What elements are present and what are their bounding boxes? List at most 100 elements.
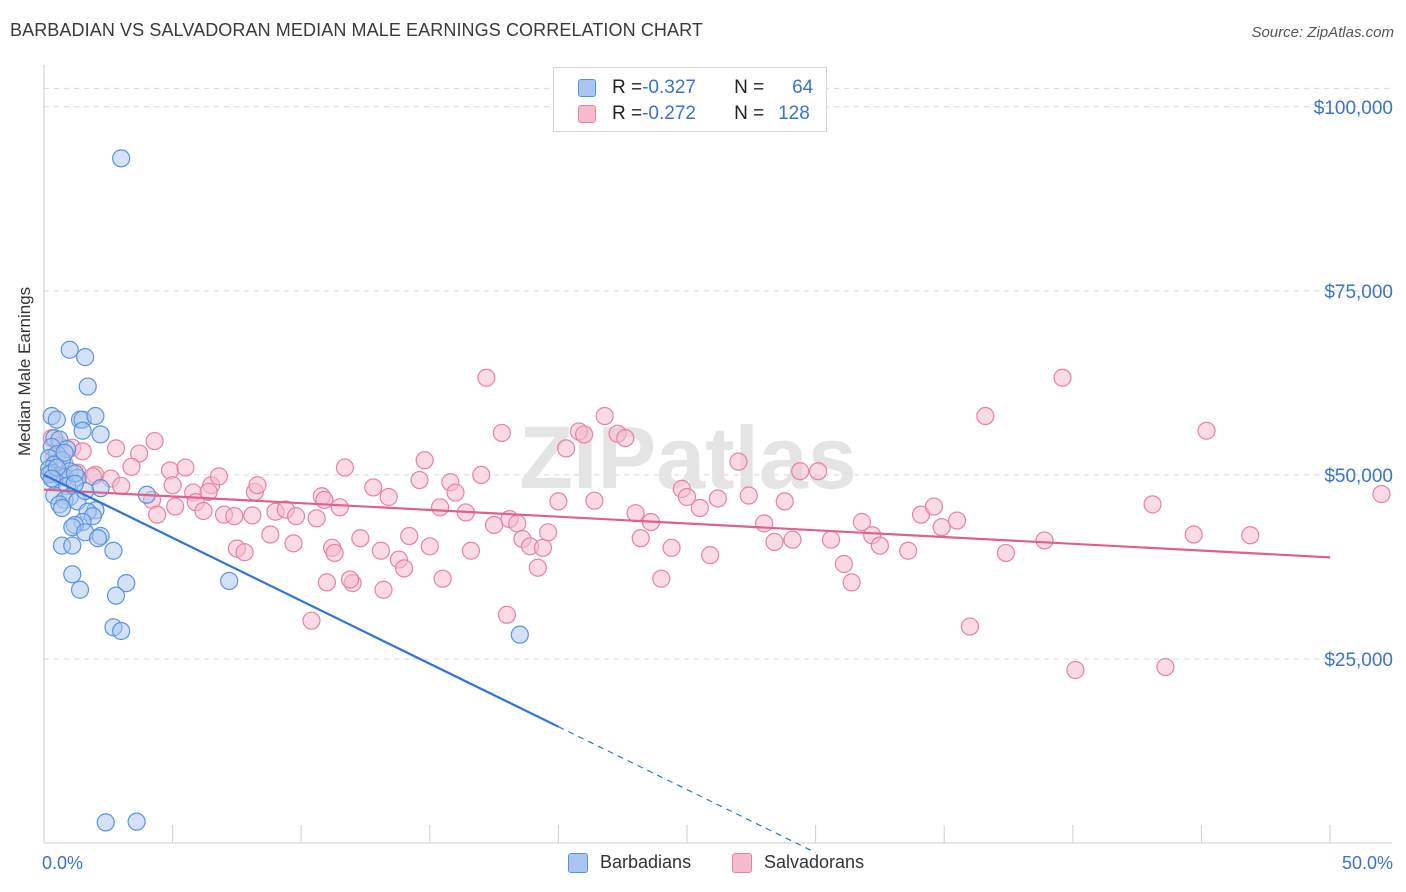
y-tick-label: $100,000 <box>1314 98 1393 119</box>
salvadoran-point <box>575 425 594 444</box>
salvadoran-point <box>420 537 439 556</box>
salvadoran-point <box>112 476 131 496</box>
salvadoran-point <box>1372 484 1391 504</box>
salvadoran-point <box>508 514 527 533</box>
salvadoran-point <box>1156 657 1175 677</box>
salvadoran-point <box>317 573 337 592</box>
salvadoran-point <box>1197 421 1216 440</box>
barbadian-point <box>112 621 131 641</box>
barbadian-point <box>86 406 105 426</box>
salvadoran-point <box>394 559 414 578</box>
salvadoran-point <box>834 554 853 574</box>
salvadoran-point <box>1066 660 1085 680</box>
salvadoran-point <box>340 570 360 589</box>
salvadoran-point <box>194 501 213 521</box>
salvadoran-point <box>595 406 614 426</box>
barbadian-point <box>63 565 82 584</box>
barbadian-point <box>63 536 82 555</box>
salvadoran-point <box>261 525 280 544</box>
salvadoran-point <box>729 452 748 471</box>
salvadoran-point <box>765 532 784 551</box>
legend-r-value: -0.327 <box>642 77 696 98</box>
salvadoran-point <box>485 515 504 535</box>
chart-title: BARBADIAN VS SALVADORAN MEDIAN MALE EARN… <box>10 20 704 40</box>
legend-swatch-blue <box>578 79 596 97</box>
salvadoran-point <box>783 530 802 549</box>
salvadoran-point <box>302 611 321 630</box>
legend-swatch-pink <box>578 105 596 123</box>
salvadoran-point <box>330 498 349 517</box>
salvadoran-point <box>284 534 303 553</box>
salvadoran-point <box>662 538 681 557</box>
barbadian-point <box>76 348 95 367</box>
y-axis-label: Median Male Earnings <box>15 286 34 456</box>
bottom-legend-label: Salvadorans <box>764 852 865 872</box>
salvadoran-point <box>371 541 391 560</box>
salvadoran-point <box>199 482 218 501</box>
salvadoran-point <box>1143 495 1162 514</box>
y-tick-label: $50,000 <box>1324 466 1393 487</box>
salvadoran-point <box>976 406 995 426</box>
salvadoran-point <box>739 486 758 505</box>
salvadoran-point <box>960 617 980 636</box>
salvadoran-point <box>286 507 306 526</box>
salvadoran-point <box>616 428 635 448</box>
salvadoran-point <box>533 538 553 557</box>
barbadian-point <box>106 586 126 605</box>
salvadoran-point <box>160 461 180 480</box>
barbadian-point <box>510 625 529 644</box>
barbadian-point <box>96 813 115 832</box>
salvadoran-point <box>379 487 398 507</box>
x-tick-label: 50.0% <box>1342 853 1393 873</box>
salvadoran-point <box>701 546 720 565</box>
salvadoran-point <box>528 558 547 577</box>
legend-n-value: 64 <box>792 77 814 98</box>
barbadian-point <box>60 340 79 359</box>
salvadoran-point <box>852 512 871 532</box>
barbadian-point <box>117 574 136 593</box>
salvadoran-point <box>557 439 576 458</box>
salvadoran-point <box>410 470 429 490</box>
salvadoran-point <box>243 506 262 525</box>
salvadoran-point <box>351 529 370 548</box>
salvadoran-point <box>315 490 334 510</box>
salvadoran-point <box>690 498 709 518</box>
salvadoran-point <box>899 541 918 560</box>
salvadoran-point <box>176 458 195 477</box>
salvadoran-point <box>122 457 141 476</box>
salvadoran-point <box>775 492 794 511</box>
salvadoran-point <box>842 573 861 592</box>
salvadoran-point <box>1035 531 1054 550</box>
y-tick-label: $75,000 <box>1324 282 1393 303</box>
salvadoran-point <box>996 543 1016 563</box>
legend-n-label: N = <box>734 77 765 98</box>
barbadian-point <box>127 812 146 831</box>
bottom-swatch-blue <box>568 852 588 873</box>
barbadian-points <box>40 149 529 832</box>
salvadoran-point <box>497 605 517 624</box>
x-tick-label: 0.0% <box>42 853 83 873</box>
salvadoran-point <box>947 511 967 530</box>
salvadoran-point <box>209 467 228 486</box>
bottom-legend-barbadians: Barbadians <box>568 852 691 873</box>
source-note: Source: ZipAtlas.com <box>1251 24 1394 41</box>
barbadian-point <box>91 425 110 444</box>
barbadian-trend-line <box>43 473 559 728</box>
barbadian-point <box>52 498 72 518</box>
salvadoran-point <box>911 505 931 524</box>
y-tick-label: $25,000 <box>1324 650 1393 671</box>
salvadoran-point <box>1241 526 1260 545</box>
salvadoran-point <box>433 569 452 588</box>
salvadoran-point <box>791 462 810 481</box>
salvadoran-point <box>1184 525 1203 544</box>
salvadoran-point <box>166 497 185 516</box>
salvadoran-point <box>461 541 481 560</box>
salvadoran-point <box>335 458 355 477</box>
salvadoran-point <box>585 491 604 510</box>
barbadian-point <box>220 571 239 591</box>
salvadoran-point <box>809 462 828 481</box>
trend-lines <box>43 473 1331 854</box>
salvadoran-point <box>631 529 650 548</box>
barbadian-point <box>70 580 90 599</box>
